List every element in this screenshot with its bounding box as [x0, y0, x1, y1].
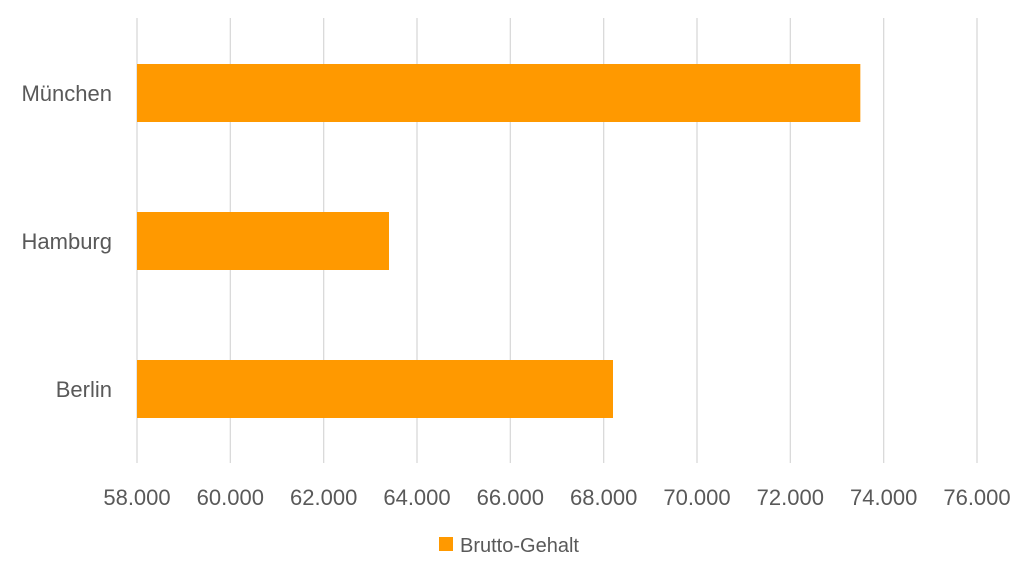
- x-tick-label: 66.000: [477, 485, 544, 510]
- x-tick-label: 68.000: [570, 485, 637, 510]
- bar: [137, 212, 389, 270]
- category-label: München: [21, 81, 112, 106]
- bar: [137, 360, 613, 418]
- x-tick-label: 58.000: [103, 485, 170, 510]
- x-tick-label: 70.000: [663, 485, 730, 510]
- x-tick-label: 62.000: [290, 485, 357, 510]
- x-tick-label: 76.000: [943, 485, 1010, 510]
- x-tick-label: 72.000: [757, 485, 824, 510]
- x-tick-label: 64.000: [383, 485, 450, 510]
- bar: [137, 64, 861, 122]
- legend-swatch: [439, 537, 453, 551]
- category-label: Hamburg: [22, 229, 112, 254]
- y-axis-categories: München Hamburg Berlin: [21, 81, 112, 402]
- legend-label: Brutto-Gehalt: [460, 535, 579, 557]
- x-tick-label: 60.000: [197, 485, 264, 510]
- x-tick-label: 74.000: [850, 485, 917, 510]
- bars: [137, 64, 861, 418]
- category-label: Berlin: [56, 377, 112, 402]
- x-axis-ticks: 58.000 60.000 62.000 64.000 66.000 68.000 70.0…: [103, 485, 1010, 510]
- legend: Brutto-Gehalt: [439, 535, 579, 557]
